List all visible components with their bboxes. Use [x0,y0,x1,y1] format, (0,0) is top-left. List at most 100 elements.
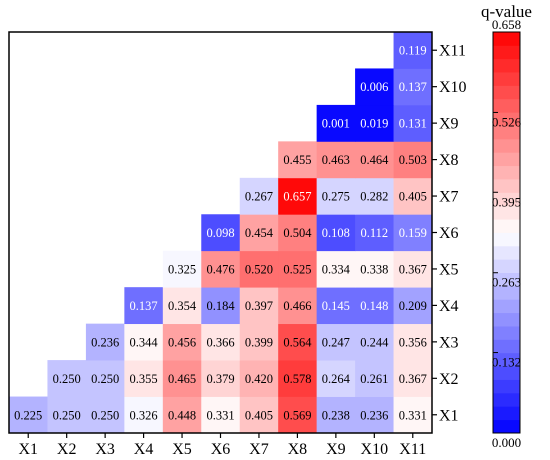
cell-value-label: 0.261 [360,372,388,386]
cell-value-label: 0.236 [360,408,388,422]
heatmap-cell [124,396,164,434]
cell-value-label: 0.578 [283,372,311,386]
cell-value-label: 0.354 [168,299,197,313]
heatmap-cell [239,250,279,288]
colorbar-step [493,179,520,193]
cell-value-label: 0.236 [91,335,119,349]
colorbar-step [493,245,520,260]
cell-value-label: 0.250 [53,372,81,386]
colorbar-step [493,259,520,273]
heatmap-cell [239,214,279,252]
cell-value-label: 0.247 [322,335,350,349]
colorbar-step [493,339,520,354]
cell-value-label: 0.520 [245,262,273,276]
heatmap-cell [316,214,356,252]
cell-value-label: 0.455 [283,153,311,167]
colorbar-title: q-value [481,2,532,21]
colorbar-step [493,32,520,46]
heatmap-cell [239,323,279,361]
heatmap-cell [278,287,318,325]
x-tick-label: X9 [326,441,346,458]
colorbar-step [493,112,520,126]
heatmap-cell [355,177,394,215]
cell-value-label: 0.503 [399,153,427,167]
cell-value-label: 0.145 [322,299,350,313]
colorbar-step [493,326,520,340]
colorbar-tick-label: 0.132 [492,355,521,370]
y-tick-label: X1 [439,407,459,424]
heatmap-cell [278,141,318,179]
colorbar-step [493,98,520,113]
cell-value-label: 0.338 [360,262,388,276]
x-tick-label: X1 [18,441,38,458]
heatmap-cell [201,250,241,288]
colorbar-step [493,205,520,220]
cell-value-label: 0.476 [206,262,234,276]
cell-value-label: 0.405 [245,408,273,422]
cell-value-label: 0.019 [360,117,388,131]
heatmap-cell [316,323,356,361]
cell-value-label: 0.275 [322,190,350,204]
cell-value-label: 0.344 [130,335,159,349]
y-axis: X1 X2 X3 X4 X5 X6 X7 X8 X9 X10 X11 [432,43,467,424]
heatmap-cell [201,396,241,434]
cell-value-label: 0.325 [168,262,196,276]
y-tick-label: X7 [439,189,459,206]
cell-value-label: 0.131 [399,117,427,131]
heatmap-cell [162,250,202,288]
heatmap-cell [201,214,241,252]
cell-value-label: 0.465 [168,372,196,386]
cell-value-label: 0.657 [283,190,311,204]
heatmap-cell [393,396,433,434]
cell-value-label: 0.463 [322,153,350,167]
y-tick-label: X3 [439,334,459,351]
colorbar-step [493,219,520,233]
heatmap-cell [239,396,279,434]
colorbar-tick-label: 0.395 [492,194,521,209]
heatmap-cell [393,250,433,288]
heatmap-cell [393,323,433,361]
x-tick-label: X8 [288,441,308,458]
colorbar-step [493,419,520,434]
x-tick-label: X7 [249,441,269,458]
cell-value-label: 0.148 [360,299,388,313]
cell-value-label: 0.355 [130,372,158,386]
colorbar-step [493,379,520,394]
y-tick-label: X6 [439,225,459,242]
cell-value-label: 0.098 [206,226,234,240]
heatmap-cell [47,396,87,434]
colorbar-step [493,192,520,207]
cell-value-label: 0.366 [206,335,234,349]
heatmap-cell [239,287,279,325]
cell-value-label: 0.334 [322,262,351,276]
y-tick-label: X4 [439,298,459,315]
cell-value-label: 0.525 [283,262,311,276]
colorbar-tick-label: 0.526 [492,114,522,129]
heatmap-cell [162,287,202,325]
heatmap-cell [124,287,164,325]
heatmap-cell [316,396,356,434]
cell-value-label: 0.209 [399,299,427,313]
heatmap-cell [393,104,433,142]
colorbar-tick-label: 0.658 [492,17,521,32]
heatmap-cell-labels: 0.225 0.250 0.250 0.326 0.448 0.331 0.405 0.569… [14,44,427,423]
heatmap-cell [201,323,241,361]
x-tick-label: X5 [172,441,192,458]
heatmap-cell [85,360,125,397]
colorbar-step [493,58,520,73]
x-tick-label: X10 [361,441,389,458]
cell-value-label: 0.367 [399,262,427,276]
x-axis: X1 X2 X3 X4 X5 X6 X7 X8 X9 X10 X11 [18,433,426,458]
cell-value-label: 0.184 [206,299,235,313]
cell-value-label: 0.326 [130,408,158,422]
colorbar-step [493,352,520,367]
cell-value-label: 0.405 [399,190,427,204]
cell-value-label: 0.466 [283,299,311,313]
heatmap-cell [355,323,394,361]
heatmap-cell [9,396,48,434]
heatmap-cell [355,214,394,252]
colorbar-step [493,272,520,287]
heatmap-cell [393,360,433,397]
x-tick-label: X6 [211,441,231,458]
cell-value-label: 0.001 [322,117,350,131]
